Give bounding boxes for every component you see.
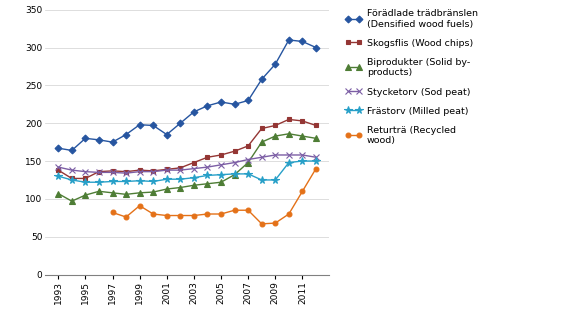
Legend: Förädlade trädbränslen
(Densified wood fuels), Skogsflis (Wood chips), Biprodukt: Förädlade trädbränslen (Densified wood f… xyxy=(345,9,477,145)
